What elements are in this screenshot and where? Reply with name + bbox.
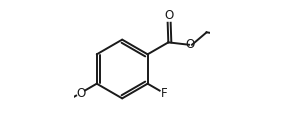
Text: O: O bbox=[76, 87, 85, 99]
Text: F: F bbox=[160, 87, 167, 99]
Text: O: O bbox=[164, 9, 174, 22]
Text: O: O bbox=[186, 38, 195, 51]
